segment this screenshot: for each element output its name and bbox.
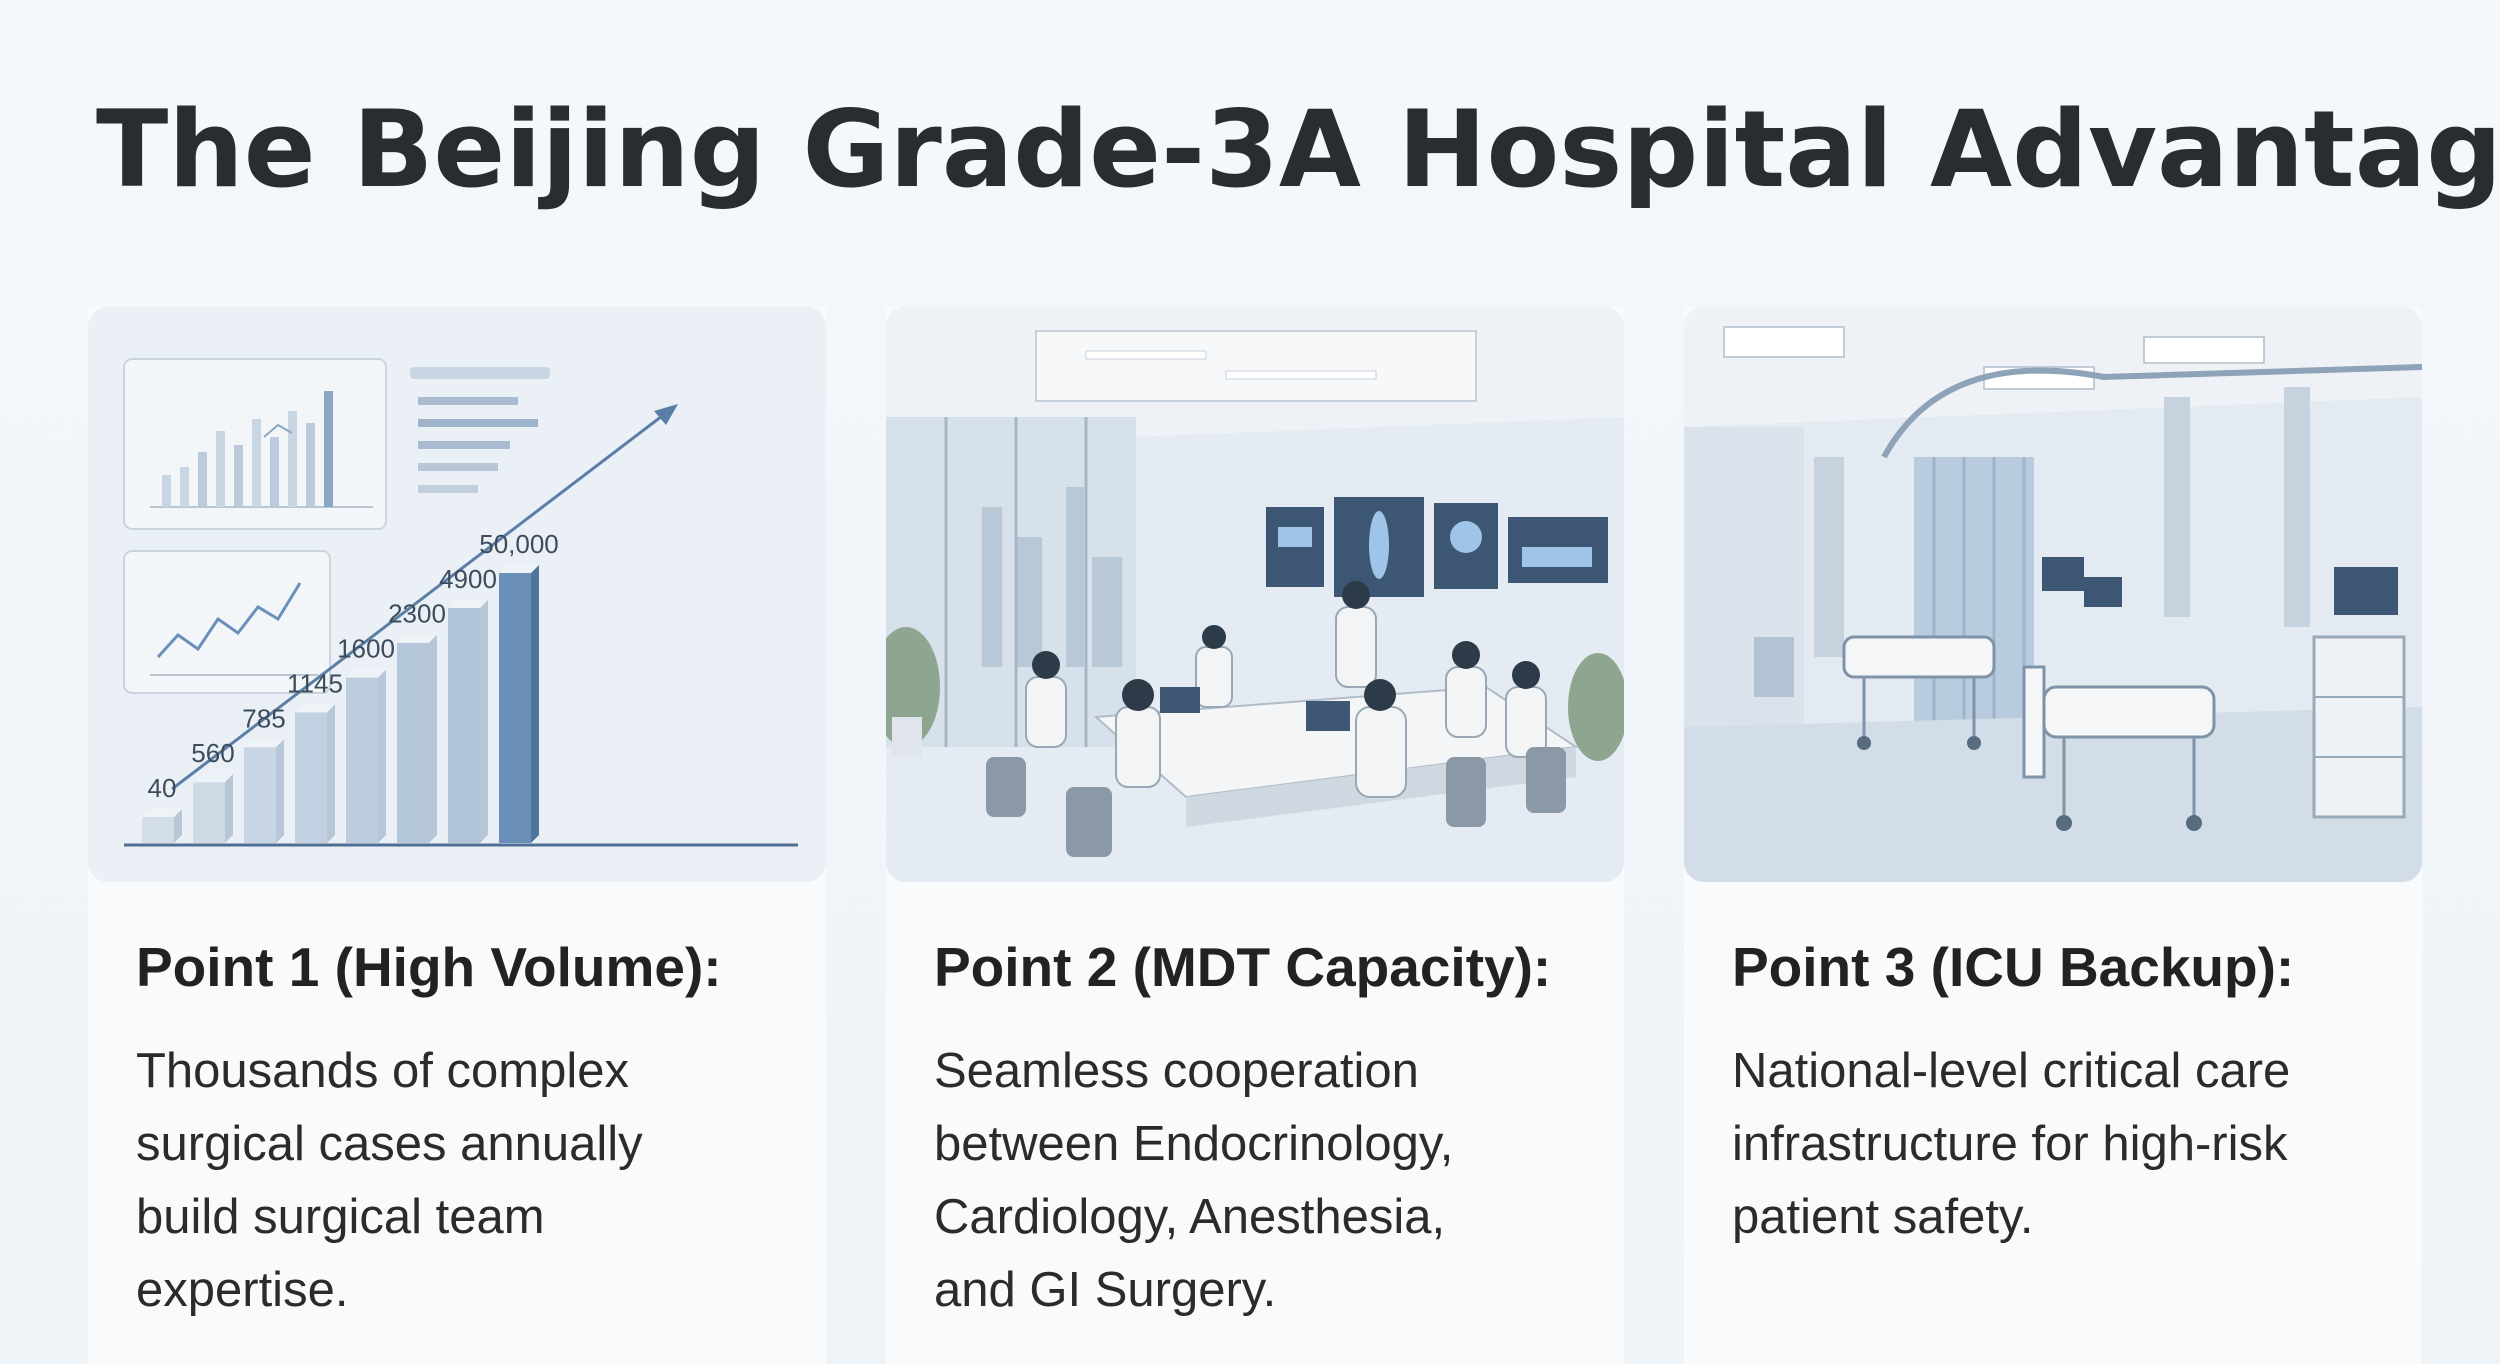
- bar-top-3: [244, 739, 284, 748]
- bar-8: [499, 573, 531, 843]
- bar-top-2: [193, 774, 233, 783]
- bar-side-4: [327, 704, 335, 843]
- bar-value-label: 50,000: [479, 529, 559, 559]
- bar-side-5: [378, 669, 386, 843]
- bar-value-label: 560: [191, 738, 234, 768]
- card-body-line: Thousands of complex: [136, 1044, 629, 1098]
- icu-ward-illustration: [1684, 307, 2422, 882]
- card-body: National-level critical care infrastruct…: [1732, 1035, 2392, 1254]
- bar-3: [244, 747, 276, 843]
- card-body-line: National-level critical care: [1732, 1044, 2291, 1098]
- card-body-line: and GI Surgery.: [934, 1263, 1277, 1317]
- page-title: The Beijing Grade-3A Hospital Advantage: [96, 88, 2500, 211]
- card-body: Seamless cooperation between Endocrinolo…: [934, 1035, 1594, 1327]
- bar-value-label: 785: [242, 703, 285, 733]
- bar-top-6: [397, 634, 437, 643]
- meeting-room-illustration: [886, 307, 1624, 882]
- bar-4: [295, 712, 327, 843]
- card-body-line: between Endocrinology,: [934, 1117, 1454, 1171]
- bar-value-label: 2300: [388, 599, 446, 629]
- card-icu-backup: Point 3 (ICU Backup): National-level cri…: [1684, 307, 2422, 1364]
- bar-top-8: [499, 565, 539, 573]
- bar-top-5: [346, 669, 386, 678]
- card-body-line: surgical cases annually: [136, 1117, 643, 1171]
- card-body-line: Cardiology, Anesthesia,: [934, 1190, 1446, 1244]
- card-heading: Point 3 (ICU Backup):: [1732, 936, 2295, 998]
- bar-6: [397, 642, 429, 843]
- bar-2: [193, 782, 225, 843]
- bar-value-label: 1600: [337, 634, 395, 664]
- bar-value-label: 1145: [287, 668, 343, 698]
- bar-side-3: [276, 739, 284, 843]
- card-heading: Point 2 (MDT Capacity):: [934, 936, 1552, 998]
- card-body-line: Seamless cooperation: [934, 1044, 1419, 1098]
- bar-top-7: [448, 599, 488, 608]
- card-body-line: infrastructure for high-risk: [1732, 1117, 2288, 1171]
- card-body-line: build surgical team: [136, 1190, 545, 1244]
- bar-side-1: [174, 809, 182, 843]
- mini-list-panel: [410, 367, 550, 493]
- bar-side-2: [225, 774, 233, 843]
- meeting-room-svg: [886, 307, 1624, 882]
- card-body-line: expertise.: [136, 1263, 349, 1317]
- bar-side-8: [531, 565, 539, 843]
- card-mdt-capacity: Point 2 (MDT Capacity): Seamless coopera…: [886, 307, 1624, 1364]
- growth-chart-illustration: 40 560 785 1145 1600 2300 4900 50,000: [88, 307, 826, 882]
- bar-1: [142, 817, 174, 843]
- bar-7: [448, 607, 480, 843]
- bar-side-7: [480, 599, 488, 843]
- card-high-volume: 40 560 785 1145 1600 2300 4900 50,000 Point 1 (…: [88, 307, 826, 1364]
- bar-top-1: [142, 809, 182, 817]
- bar-value-label: 4900: [439, 564, 497, 594]
- bar-top-4: [295, 704, 335, 713]
- bar-5: [346, 677, 378, 843]
- card-body: Thousands of complex surgical cases annu…: [136, 1035, 796, 1327]
- card-body-line: patient safety.: [1732, 1190, 2034, 1244]
- bar-value-label: 40: [148, 773, 177, 803]
- icu-ward-svg: [1684, 307, 2422, 882]
- mini-bar-panel: [123, 358, 387, 530]
- mini-line-panel: [123, 550, 331, 694]
- card-heading: Point 1 (High Volume):: [136, 936, 722, 998]
- bar-side-6: [429, 634, 437, 843]
